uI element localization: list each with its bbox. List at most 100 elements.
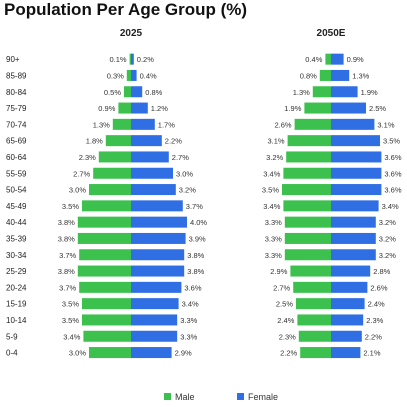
- panel-2025-female-label-85-89: 0.4%: [140, 71, 157, 80]
- panel-2050e-female-bar-30-34: [331, 249, 376, 261]
- panel-2025-female-bar-65-69: [131, 135, 162, 147]
- panel-2050e-female-bar-70-74: [331, 118, 375, 130]
- panel-2050e-female-label-90: 0.9%: [347, 55, 364, 64]
- panel-2050e-female-label-0-4: 2.1%: [363, 349, 380, 358]
- panel-2025-male-label-25-29: 3.8%: [58, 267, 75, 276]
- age-label-20-24: 20-24: [6, 283, 27, 292]
- legend-female-swatch: [237, 393, 244, 400]
- panel-2050e-male-bar-15-19: [296, 298, 331, 310]
- panel-2050e-female-bar-75-79: [331, 102, 366, 114]
- panel-2025-female-bar-90: [131, 53, 134, 65]
- panel-2050e-male-label-15-19: 2.5%: [276, 300, 293, 309]
- legend-female-label: Female: [248, 392, 278, 402]
- legend-male-label: Male: [175, 392, 195, 402]
- panel-2050e-female-bar-55-59: [331, 167, 382, 179]
- panel-2025-male-label-60-64: 2.3%: [79, 153, 96, 162]
- panel-2025-female-bar-30-34: [131, 249, 185, 261]
- panel-2025-male-bar-75-79: [118, 102, 131, 114]
- panel-2050e-male-bar-20-24: [293, 281, 331, 293]
- panel-2025-male-label-75-79: 0.9%: [98, 104, 115, 113]
- panel-2025-female-label-60-64: 2.7%: [172, 153, 189, 162]
- panel-2050e-female-bar-50-54: [331, 184, 382, 196]
- panel-2050e-female-label-85-89: 1.3%: [352, 71, 369, 80]
- panel-2025-male-bar-30-34: [79, 249, 131, 261]
- age-label-85-89: 85-89: [6, 71, 27, 80]
- age-label-80-84: 80-84: [6, 88, 27, 97]
- panel-2025-male-label-0-4: 3.0%: [69, 349, 86, 358]
- panel-2025-male-bar-60-64: [98, 151, 131, 163]
- panel-2050e-female-bar-0-4: [331, 347, 361, 359]
- age-label-10-14: 10-14: [6, 316, 27, 325]
- panel-2050e-male-bar-65-69: [287, 135, 331, 147]
- panel-2025-male-label-85-89: 0.3%: [107, 71, 124, 80]
- panel-2050e-female-label-45-49: 3.4%: [382, 202, 399, 211]
- panel-2050e-male-label-20-24: 2.7%: [273, 283, 290, 292]
- panel-2050e-male-label-45-49: 3.4%: [263, 202, 280, 211]
- panel-2025-female-bar-25-29: [131, 265, 185, 277]
- panel-2025-female-bar-75-79: [131, 102, 148, 114]
- panel-2025-female-bar-40-44: [131, 216, 187, 228]
- panel-2025-female-label-50-54: 3.2%: [179, 186, 196, 195]
- age-label-60-64: 60-64: [6, 153, 27, 162]
- panel-2025-male-bar-10-14: [82, 314, 131, 326]
- panel-2025-female-bar-70-74: [131, 118, 155, 130]
- panel-2025-female-label-75-79: 1.2%: [151, 104, 168, 113]
- panel-2025-female-bar-60-64: [131, 151, 169, 163]
- panel-2050e-female-label-35-39: 3.2%: [379, 234, 396, 243]
- panel-2050e-female-label-5-9: 2.2%: [365, 332, 382, 341]
- panel-2050e-female-label-80-84: 1.9%: [361, 88, 378, 97]
- panel-2050e-female-label-75-79: 2.5%: [369, 104, 386, 113]
- panel-2050e-female-bar-15-19: [331, 298, 365, 310]
- age-label-35-39: 35-39: [6, 234, 27, 243]
- panel-2050e-female-label-15-19: 2.4%: [368, 300, 385, 309]
- panel-2025-female-bar-35-39: [131, 232, 186, 244]
- panel-2050e-male-label-60-64: 3.2%: [266, 153, 283, 162]
- panel-2050e-male-bar-75-79: [304, 102, 331, 114]
- panel-2025-male-bar-65-69: [105, 135, 131, 147]
- panel-2050e-male-label-55-59: 3.4%: [263, 169, 280, 178]
- panel-2025-male-label-80-84: 0.5%: [104, 88, 121, 97]
- panel-2050e-female-label-30-34: 3.2%: [379, 251, 396, 260]
- panel-2050e-female-bar-80-84: [331, 86, 358, 98]
- panel-2025-female-bar-15-19: [131, 298, 179, 310]
- panel-2050e-female-label-60-64: 3.6%: [384, 153, 401, 162]
- panel-2050e-female-label-50-54: 3.6%: [384, 186, 401, 195]
- panel-2050e-male-bar-5-9: [298, 330, 331, 342]
- panel-2025-female-label-45-49: 3.7%: [186, 202, 203, 211]
- panel-2050e-female-bar-45-49: [331, 200, 379, 212]
- panel-2025-male-bar-0-4: [89, 347, 131, 359]
- panel-2050e-title: 2050E: [317, 28, 346, 39]
- panel-2025-male-label-35-39: 3.8%: [58, 234, 75, 243]
- panel-2025-male-bar-85-89: [126, 69, 131, 81]
- panel-2050e-male-label-75-79: 1.9%: [284, 104, 301, 113]
- age-label-15-19: 15-19: [6, 300, 27, 309]
- age-label-40-44: 40-44: [6, 218, 27, 227]
- panel-2025-female-label-90: 0.2%: [137, 55, 154, 64]
- panel-2050e-female-bar-65-69: [331, 135, 380, 147]
- panel-2025-male-label-20-24: 3.7%: [59, 283, 76, 292]
- age-label-90: 90+: [6, 55, 20, 64]
- panel-2025-male-bar-50-54: [89, 184, 131, 196]
- panel-2050e-female-label-65-69: 3.5%: [383, 137, 400, 146]
- panel-2025-female-bar-45-49: [131, 200, 183, 212]
- panel-2025-female-bar-50-54: [131, 184, 176, 196]
- panel-2025-male-label-55-59: 2.7%: [73, 169, 90, 178]
- panel-2025-male-label-90: 0.1%: [109, 55, 126, 64]
- panel-2025-male-label-30-34: 3.7%: [59, 251, 76, 260]
- age-label-65-69: 65-69: [6, 137, 27, 146]
- panel-2050e-male-bar-45-49: [283, 200, 331, 212]
- panel-2050e-male-label-30-34: 3.3%: [265, 251, 282, 260]
- panel-2050e-male-label-40-44: 3.3%: [265, 218, 282, 227]
- panel-2025-female-label-65-69: 2.2%: [165, 137, 182, 146]
- panel-2025-male-label-40-44: 3.8%: [58, 218, 75, 227]
- panel-2025-male-label-65-69: 1.8%: [86, 137, 103, 146]
- panel-2025-female-label-15-19: 3.4%: [182, 300, 199, 309]
- panel-2050e-female-label-25-29: 2.8%: [373, 267, 390, 276]
- panel-2050e-male-bar-35-39: [284, 232, 331, 244]
- panel-2050e-female-label-20-24: 2.6%: [370, 283, 387, 292]
- age-label-55-59: 55-59: [6, 169, 27, 178]
- panel-2050e-male-label-85-89: 0.8%: [300, 71, 317, 80]
- panel-2050e-male-bar-60-64: [286, 151, 331, 163]
- age-label-25-29: 25-29: [6, 267, 27, 276]
